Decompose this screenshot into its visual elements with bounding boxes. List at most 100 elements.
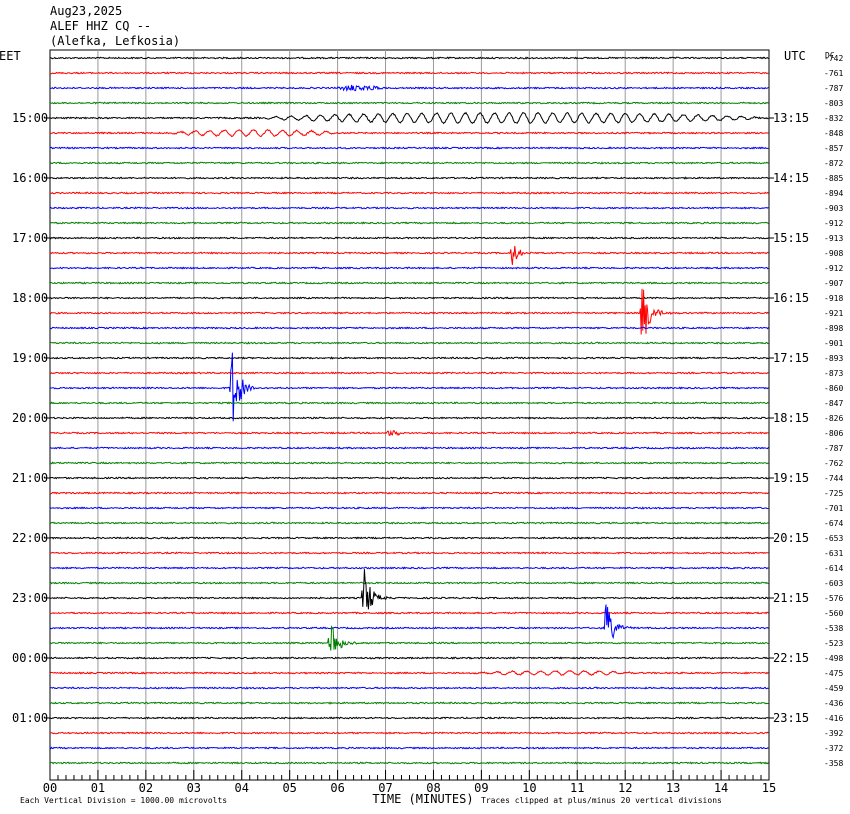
right-time-label: 16:15	[773, 291, 809, 305]
dc-offset-label: -848	[824, 129, 843, 138]
left-time-label: 01:00	[12, 711, 48, 725]
x-axis-label: TIME (MINUTES)	[372, 792, 473, 806]
trace-line	[49, 221, 769, 225]
dc-offset-label: -912	[824, 219, 843, 228]
x-tick-label: 00	[43, 781, 57, 795]
x-tick-label: 11	[570, 781, 584, 795]
trace-line	[49, 341, 769, 345]
trace-line	[50, 266, 769, 270]
trace-line	[49, 416, 769, 420]
dc-offset-label: -416	[824, 714, 843, 723]
trace-line	[49, 476, 769, 480]
dc-offset-label: -538	[824, 624, 843, 633]
right-time-label: 14:15	[773, 171, 809, 185]
dc-offset-label: -498	[824, 654, 843, 663]
right-time-label: 22:15	[773, 651, 809, 665]
trace-line	[49, 111, 769, 125]
dc-offset-label: -901	[824, 339, 843, 348]
trace-line	[49, 288, 769, 335]
dc-offset-label: -857	[824, 144, 843, 153]
trace-line	[49, 281, 769, 285]
x-tick-label: 12	[618, 781, 632, 795]
dc-offset-label: -803	[824, 99, 843, 108]
trace-line	[49, 656, 769, 660]
right-time-label: 17:15	[773, 351, 809, 365]
left-time-label: 18:00	[12, 291, 48, 305]
trace-line	[49, 429, 769, 437]
dc-offset-label: -903	[824, 204, 843, 213]
x-tick-label: 01	[91, 781, 105, 795]
trace-line	[49, 326, 769, 330]
dc-offset-label: -744	[824, 474, 843, 483]
dc-offset-label: -761	[824, 69, 843, 78]
dc-offset-label: -894	[824, 189, 843, 198]
left-time-label: 17:00	[12, 231, 48, 245]
dc-offset-label: -826	[824, 414, 843, 423]
x-tick-label: 02	[139, 781, 153, 795]
dc-offset-label: -806	[824, 429, 843, 438]
dc-offset-label: -918	[824, 294, 843, 303]
dc-offset-label: -523	[824, 639, 843, 648]
right-time-label: 13:15	[773, 111, 809, 125]
trace-line	[49, 604, 769, 640]
trace-line	[49, 296, 769, 300]
right-time-label: 23:15	[773, 711, 809, 725]
trace-line	[49, 521, 769, 525]
dc-offset-label: -898	[824, 324, 843, 333]
dc-offset-label: -392	[824, 729, 843, 738]
x-tick-label: 07	[378, 781, 392, 795]
trace-line	[49, 129, 769, 138]
right-timezone-label: UTC	[784, 49, 806, 63]
left-time-label: 15:00	[12, 111, 48, 125]
trace-line	[49, 371, 769, 375]
right-time-label: 21:15	[773, 591, 809, 605]
date-label: Aug23,2025	[50, 4, 123, 18]
plot-frame	[49, 49, 770, 781]
trace-line	[49, 746, 769, 750]
trace-line	[49, 461, 769, 465]
clip-note: Traces clipped at plus/minus 20 vertical…	[481, 796, 722, 805]
left-timezone-label: EET	[0, 49, 21, 63]
left-time-label: 21:00	[12, 471, 48, 485]
right-time-label: 15:15	[773, 231, 809, 245]
x-tick-label: 15	[762, 781, 776, 795]
trace-line	[49, 206, 769, 210]
trace-line	[50, 611, 769, 615]
trace-line	[49, 101, 769, 105]
scale-note: Each Vertical Division = 1000.00 microvo…	[20, 796, 227, 805]
dc-offset-label: -921	[824, 309, 843, 318]
dc-offset-label: -653	[824, 534, 843, 543]
trace-group	[49, 56, 769, 765]
trace-line	[49, 506, 769, 510]
trace-line	[49, 401, 769, 405]
x-tick-label: 13	[666, 781, 680, 795]
x-tick-label: 06	[330, 781, 344, 795]
dc-offset-label: -913	[824, 234, 843, 243]
dc-offset-label: -860	[824, 384, 843, 393]
dc-offset-label: -560	[824, 609, 843, 618]
x-tick-label: 04	[235, 781, 249, 795]
dc-offset-label: -872	[824, 159, 843, 168]
left-time-label: 00:00	[12, 651, 48, 665]
right-time-label: 20:15	[773, 531, 809, 545]
dc-offset-label: -614	[824, 564, 843, 573]
x-tick-label: 14	[714, 781, 728, 795]
dc-offset-label: -832	[824, 114, 843, 123]
trace-line	[49, 686, 769, 690]
trace-line	[49, 146, 769, 150]
trace-line	[50, 625, 769, 651]
dc-offset-label: -603	[824, 579, 843, 588]
dc-offset-label: -787	[824, 444, 843, 453]
dc-offset-label: -674	[824, 519, 843, 528]
trace-line	[49, 446, 769, 450]
x-tick-label: 03	[187, 781, 201, 795]
location-label: (Alefka, Lefkosia)	[50, 34, 181, 48]
label-group: 15:00 16:00 17:00 18:00 19:00 20:00 21:00 22:00…	[0, 49, 843, 806]
trace-line	[49, 245, 769, 265]
x-tick-label: 10	[522, 781, 536, 795]
trace-line	[49, 536, 769, 540]
dc-offset-label: -742	[824, 54, 843, 63]
left-time-label: 20:00	[12, 411, 48, 425]
dc-offset-label: -475	[824, 669, 843, 678]
trace-line	[49, 701, 769, 705]
